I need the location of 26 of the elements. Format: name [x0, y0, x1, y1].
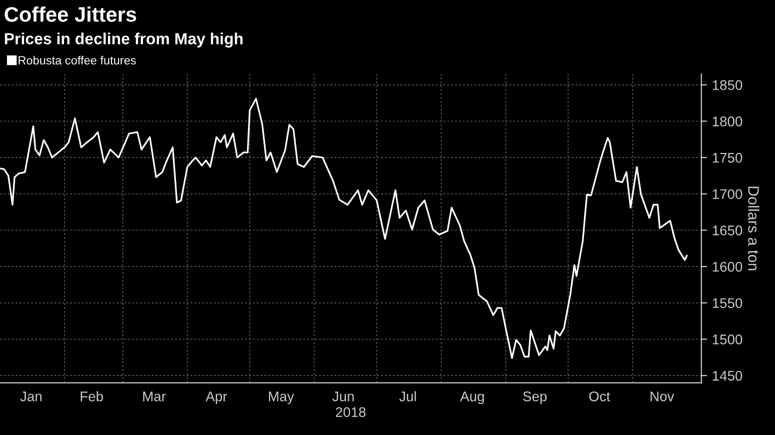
chart-title: Coffee Jitters: [4, 6, 136, 22]
x-tick-label: Oct: [589, 392, 610, 402]
chart-subtitle: Prices in decline from May high: [4, 32, 243, 48]
x-tick-label: Jul: [399, 391, 416, 402]
y-tick-label: 1850: [712, 80, 742, 90]
y-tick-label: 1450: [712, 370, 742, 381]
x-tick-label: Jun: [332, 392, 354, 402]
x-tick-label: Feb: [80, 391, 103, 402]
y-tick-label: 1650: [712, 226, 742, 236]
y-axis-title: Dollars a ton: [748, 186, 760, 270]
y-tick-label: 1800: [712, 116, 742, 126]
x-tick-label: Mar: [143, 392, 166, 402]
x-tick-label: Apr: [206, 392, 228, 404]
x-tick-label: May: [268, 392, 294, 404]
y-tick-label: 1500: [712, 334, 742, 344]
x-tick-label: Sep: [523, 392, 547, 404]
y-tick-label: 1550: [712, 298, 742, 308]
y-tick-label: 1600: [712, 262, 742, 272]
x-tick-label: Nov: [650, 392, 674, 402]
y-tick-label: 1750: [712, 152, 742, 163]
line-series: [0, 98, 688, 359]
x-tick-label: Aug: [460, 392, 484, 404]
legend-label: Robusta coffee futures: [18, 56, 136, 65]
x-axis-title: 2018: [336, 407, 366, 418]
y-tick-label: 1700: [712, 189, 742, 200]
x-tick-label: Jan: [20, 392, 42, 402]
